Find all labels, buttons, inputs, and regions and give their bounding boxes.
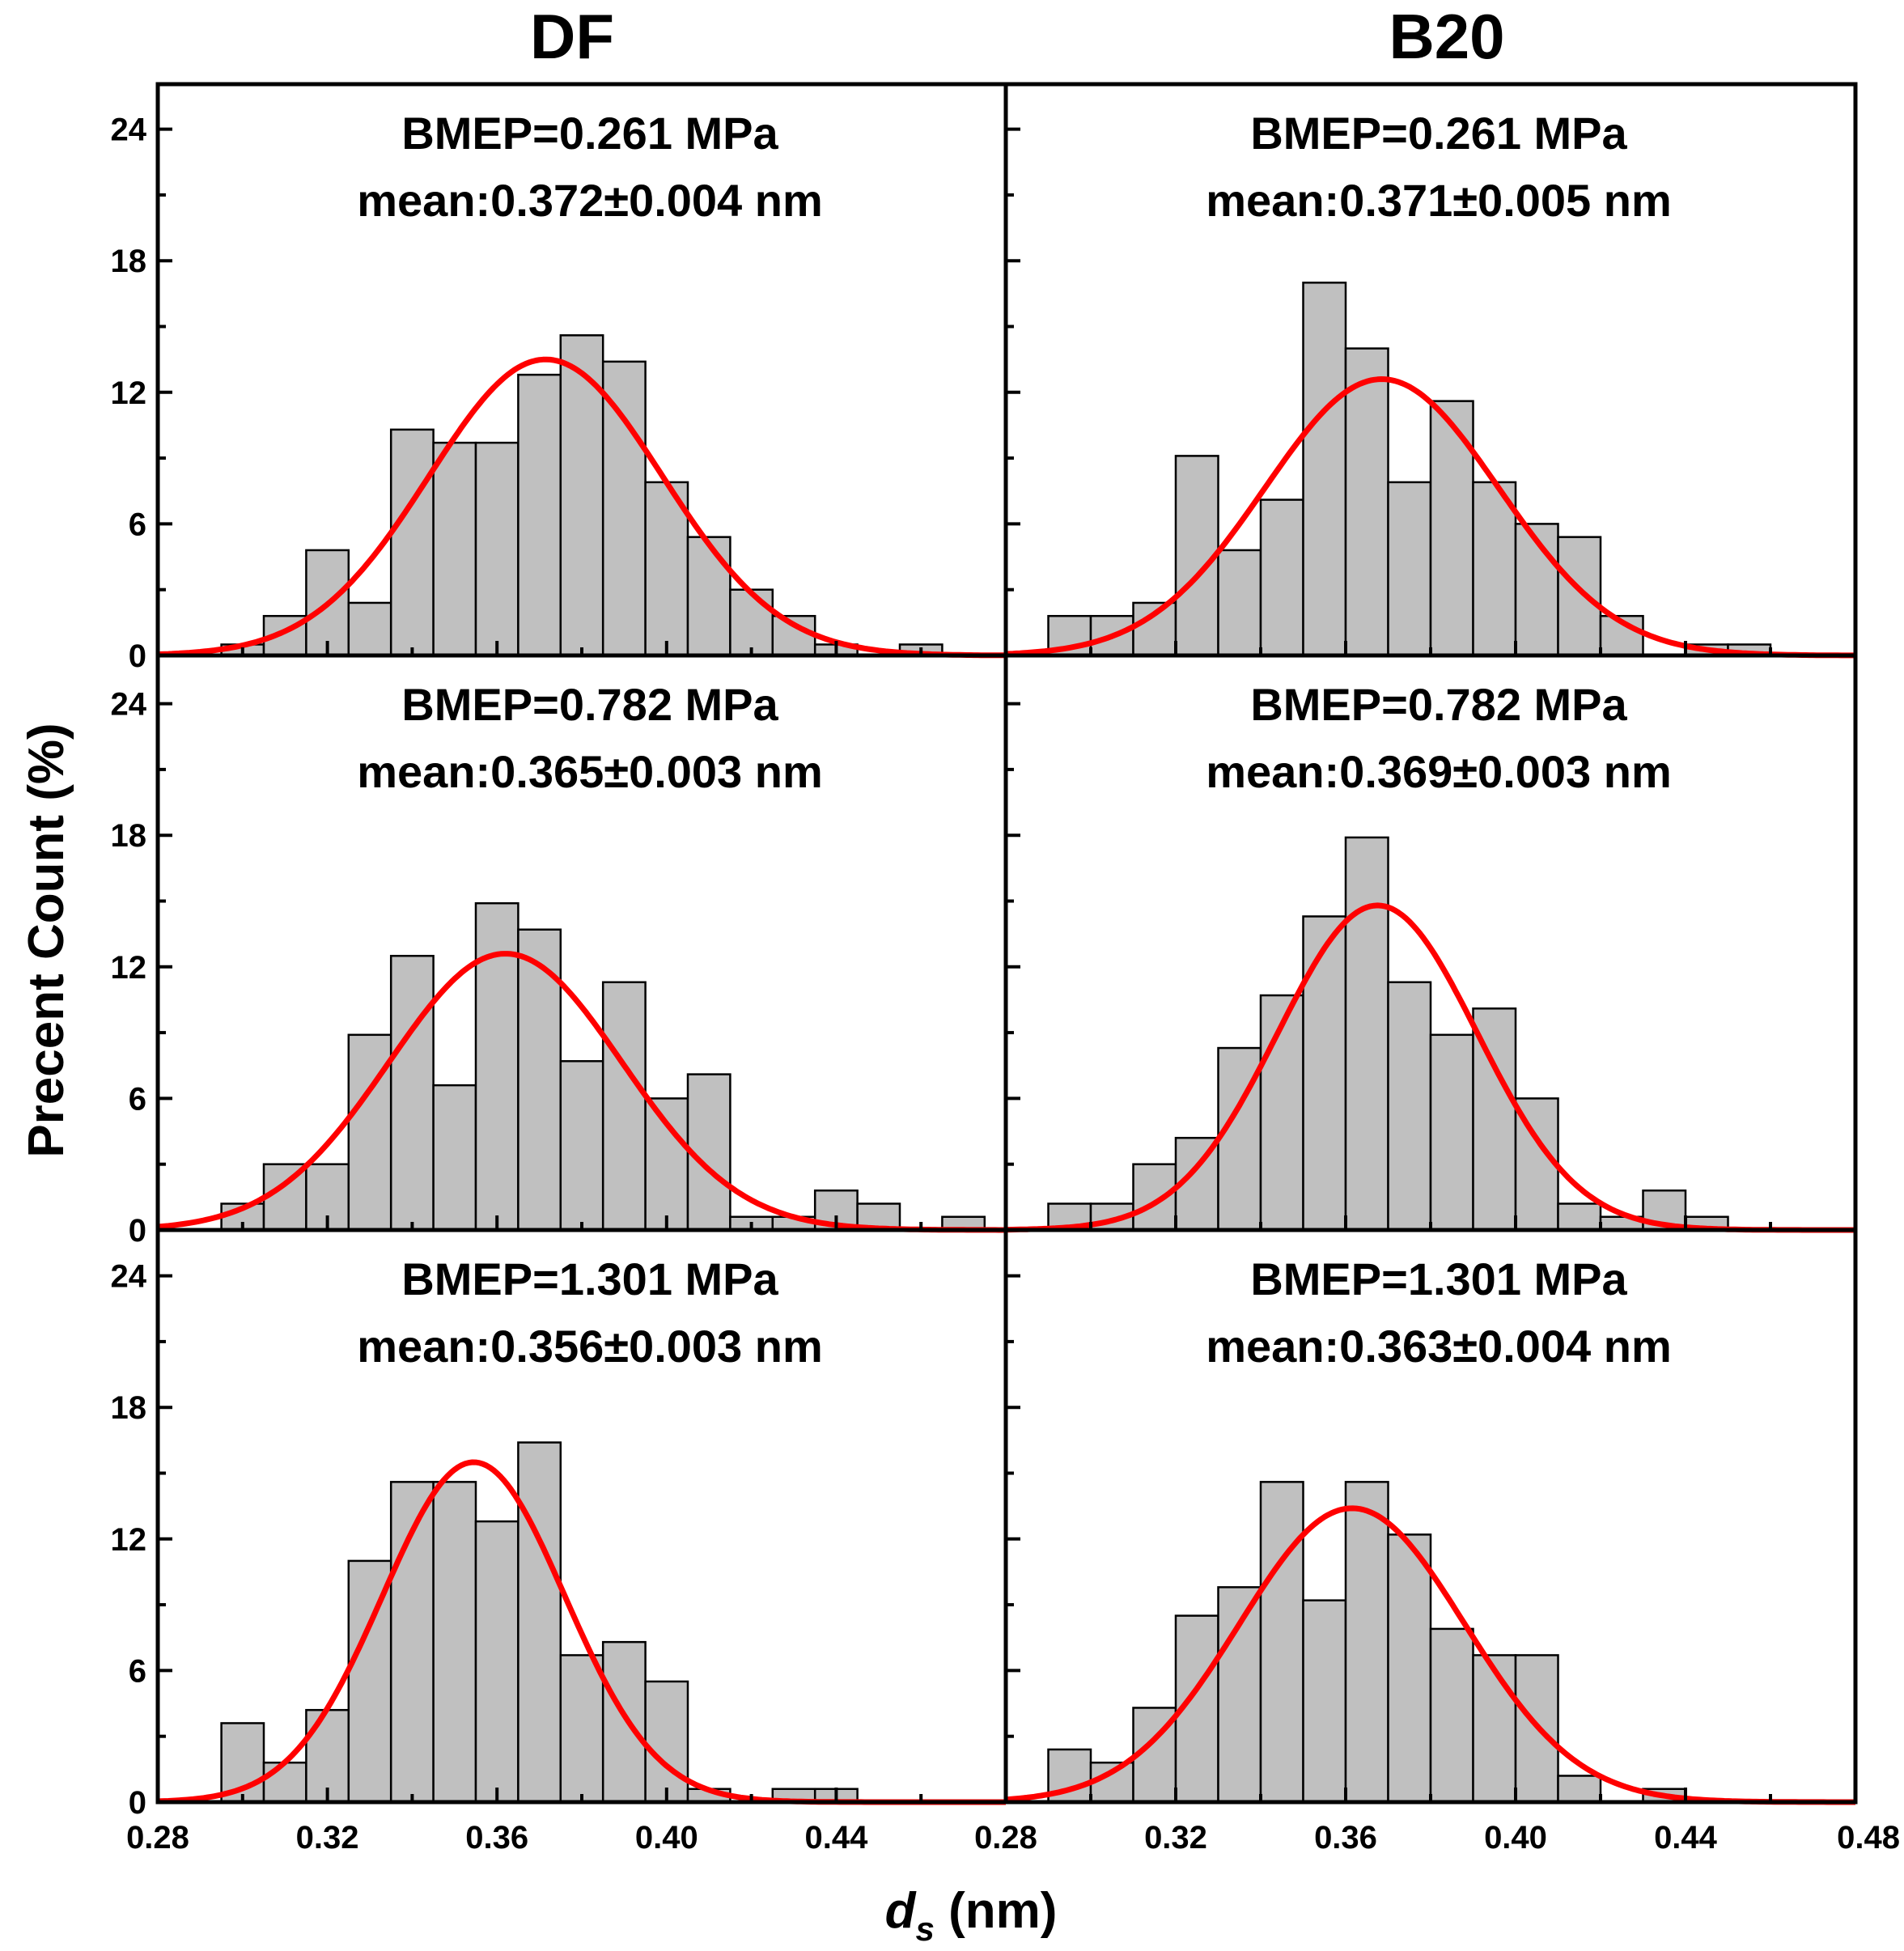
histogram-bar <box>1387 481 1432 657</box>
histogram-bar <box>432 1084 477 1232</box>
histogram-bar <box>1302 282 1347 657</box>
mean-label: mean:0.365±0.003 nm <box>357 746 823 797</box>
histogram-bar <box>1387 1533 1432 1804</box>
mean-label: mean:0.372±0.004 nm <box>357 175 823 226</box>
x-tick-label: 0.28 <box>974 1820 1037 1856</box>
x-axis-label-unit: (nm) <box>935 1883 1058 1939</box>
x-axis-label-symbol: d <box>885 1883 917 1939</box>
x-tick-label: 0.36 <box>465 1820 528 1856</box>
panel-b20-2: BMEP=0.782 MPa mean:0.369±0.003 nm <box>1004 679 1857 1233</box>
histogram-bar <box>347 1559 392 1804</box>
panel-b20-1: BMEP=0.261 MPa mean:0.371±0.005 nm <box>1004 108 1857 659</box>
histogram-bar <box>1429 1033 1474 1232</box>
histogram-bar <box>1472 481 1517 657</box>
bmep-label: BMEP=1.301 MPa <box>401 1253 778 1304</box>
histogram-bar <box>1302 1599 1347 1804</box>
histogram-bar <box>517 373 562 657</box>
histogram-bar <box>474 1520 519 1804</box>
x-tick-label: 0.48 <box>1837 1820 1900 1856</box>
histogram-bar <box>474 441 519 657</box>
histogram-bar <box>1259 498 1304 657</box>
mean-label: mean:0.363±0.004 nm <box>1206 1321 1672 1372</box>
histogram-bar <box>1217 549 1262 657</box>
y-tick-label: 24 <box>111 1259 147 1295</box>
histogram-bar <box>432 441 477 657</box>
histogram-bar <box>601 1640 647 1804</box>
histogram-bar <box>601 981 647 1232</box>
mean-label: mean:0.371±0.005 nm <box>1206 175 1672 226</box>
y-tick-label: 24 <box>111 112 147 148</box>
histogram-bar <box>1557 1202 1602 1232</box>
mean-label: mean:0.369±0.003 nm <box>1206 746 1672 797</box>
y-tick-label: 12 <box>111 1522 147 1558</box>
y-tick-label: 18 <box>111 244 147 279</box>
histogram-bar <box>1344 836 1389 1232</box>
histogram-bar <box>559 1654 604 1804</box>
x-axis-label: ds (nm) <box>885 1883 1058 1948</box>
bmep-label: BMEP=0.261 MPa <box>1250 108 1627 159</box>
histogram-bar <box>1472 1654 1517 1804</box>
x-tick-label: 0.44 <box>1654 1820 1718 1856</box>
y-tick-label: 0 <box>129 1785 146 1821</box>
histogram-bar <box>389 955 435 1232</box>
bmep-label: BMEP=0.261 MPa <box>401 108 778 159</box>
gaussian-fit-curve <box>1005 376 1855 659</box>
x-tick-label: 0.28 <box>126 1820 189 1856</box>
x-tick-label: 0.40 <box>1484 1820 1547 1856</box>
plot-area: BMEP=0.261 MPa mean:0.372±0.004 nm 0 6 12 18 2… <box>111 82 1900 1856</box>
histogram-bar <box>432 1481 477 1804</box>
histogram-bar <box>1557 536 1602 657</box>
gaussian-fit-curve <box>157 356 1006 659</box>
histogram-bar <box>1557 1775 1602 1804</box>
y-tick-label: 18 <box>111 1390 147 1426</box>
x-axis-label-subscript: s <box>915 1910 934 1948</box>
gaussian-fit-curve <box>157 951 1006 1233</box>
x-tick-label: 0.36 <box>1314 1820 1377 1856</box>
histogram-bar <box>262 1761 307 1804</box>
histogram-bar <box>1387 981 1432 1232</box>
mean-label: mean:0.356±0.003 nm <box>357 1321 823 1372</box>
histogram-bar <box>559 1060 604 1232</box>
y-tick-label: 18 <box>111 818 147 854</box>
histogram-bar <box>1344 1481 1389 1804</box>
bmep-label: BMEP=0.782 MPa <box>1250 679 1627 730</box>
y-tick-label: 24 <box>111 687 147 723</box>
y-tick-label: 12 <box>111 375 147 411</box>
y-tick-label: 6 <box>129 1081 146 1117</box>
histogram-bar <box>1302 915 1347 1232</box>
histogram-bar <box>1344 347 1389 657</box>
histogram-bar <box>686 536 731 657</box>
x-tick-label: 0.32 <box>296 1820 359 1856</box>
histogram-bar <box>729 588 774 657</box>
y-tick-label: 0 <box>129 1213 146 1249</box>
bmep-label: BMEP=1.301 MPa <box>1250 1253 1627 1304</box>
column-title-df: DF <box>530 1 614 72</box>
x-tick-label: 0.40 <box>635 1820 698 1856</box>
histogram-bar <box>262 1163 307 1232</box>
panel-df-2: BMEP=0.782 MPa mean:0.365±0.003 nm 0 6 12 18 2… <box>111 679 1007 1249</box>
y-tick-label: 6 <box>129 1653 146 1689</box>
panel-df-1: BMEP=0.261 MPa mean:0.372±0.004 nm 0 6 12 18 2… <box>111 108 1007 674</box>
histogram-bar <box>389 428 435 657</box>
x-tick-label: 0.32 <box>1144 1820 1207 1856</box>
histogram-bar <box>1472 1007 1517 1232</box>
y-axis-label: Precent Count (%) <box>19 723 74 1157</box>
y-tick-label: 6 <box>129 507 146 542</box>
bmep-label: BMEP=0.782 MPa <box>401 679 778 730</box>
y-tick-label: 12 <box>111 950 147 986</box>
histogram-bar <box>644 1097 689 1232</box>
x-tick-label: 0.44 <box>804 1820 868 1856</box>
histogram-bar <box>601 360 647 657</box>
histogram-bar <box>1429 1627 1474 1804</box>
histogram-bar <box>1259 1481 1304 1804</box>
panel-df-3: BMEP=1.301 MPa mean:0.356±0.003 nm 0 6 12 18 2… <box>111 1253 1007 1821</box>
panel-b20-3: BMEP=1.301 MPa mean:0.363±0.004 nm <box>1004 1253 1857 1805</box>
histogram-bar <box>644 1680 689 1804</box>
histogram-bar <box>1132 1163 1177 1232</box>
histogram-bar <box>517 1441 562 1804</box>
histogram-bar <box>347 601 392 657</box>
y-tick-label: 0 <box>129 638 146 674</box>
column-title-b20: B20 <box>1389 1 1504 72</box>
